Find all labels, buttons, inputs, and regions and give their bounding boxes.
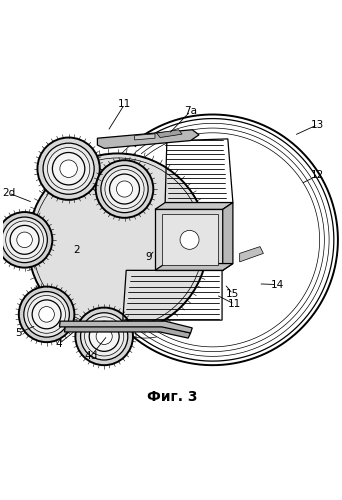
Polygon shape <box>155 210 223 270</box>
Circle shape <box>19 286 74 342</box>
Circle shape <box>101 166 148 212</box>
Text: 15: 15 <box>226 289 239 299</box>
Circle shape <box>0 212 52 268</box>
Text: Фиг. 3: Фиг. 3 <box>147 390 197 404</box>
Text: 13: 13 <box>311 120 324 130</box>
Polygon shape <box>97 130 199 148</box>
Text: 5: 5 <box>15 328 22 338</box>
Circle shape <box>24 292 69 337</box>
Circle shape <box>116 181 133 197</box>
Circle shape <box>32 300 61 329</box>
Circle shape <box>81 313 128 360</box>
Circle shape <box>109 174 140 204</box>
Circle shape <box>28 296 65 334</box>
Text: 12: 12 <box>311 170 324 180</box>
Polygon shape <box>155 264 233 270</box>
Circle shape <box>52 152 85 185</box>
Circle shape <box>60 160 77 178</box>
Circle shape <box>6 221 43 258</box>
Polygon shape <box>135 134 155 140</box>
Text: 2: 2 <box>73 245 80 255</box>
Polygon shape <box>240 246 263 262</box>
Circle shape <box>180 230 199 250</box>
Text: 4d: 4d <box>85 350 98 360</box>
Text: 11: 11 <box>228 299 241 309</box>
Circle shape <box>17 232 32 248</box>
Circle shape <box>43 143 94 195</box>
Circle shape <box>75 308 133 365</box>
Circle shape <box>84 317 124 356</box>
Text: 7a: 7a <box>184 106 197 116</box>
Circle shape <box>105 170 144 208</box>
Polygon shape <box>155 202 233 209</box>
Polygon shape <box>65 326 190 338</box>
Text: 11: 11 <box>118 100 131 110</box>
Circle shape <box>10 226 39 254</box>
Text: 4: 4 <box>55 339 62 349</box>
Circle shape <box>2 217 47 262</box>
Polygon shape <box>157 130 182 138</box>
Text: 9: 9 <box>145 252 152 262</box>
Circle shape <box>48 148 90 190</box>
Circle shape <box>96 160 153 218</box>
Circle shape <box>28 154 208 333</box>
Circle shape <box>37 138 100 200</box>
Text: 14: 14 <box>270 280 284 289</box>
Polygon shape <box>60 321 192 333</box>
Polygon shape <box>223 202 233 270</box>
Circle shape <box>89 322 119 352</box>
Polygon shape <box>162 214 218 265</box>
Circle shape <box>39 306 54 322</box>
Circle shape <box>96 328 112 344</box>
Text: 2d: 2d <box>2 188 15 198</box>
